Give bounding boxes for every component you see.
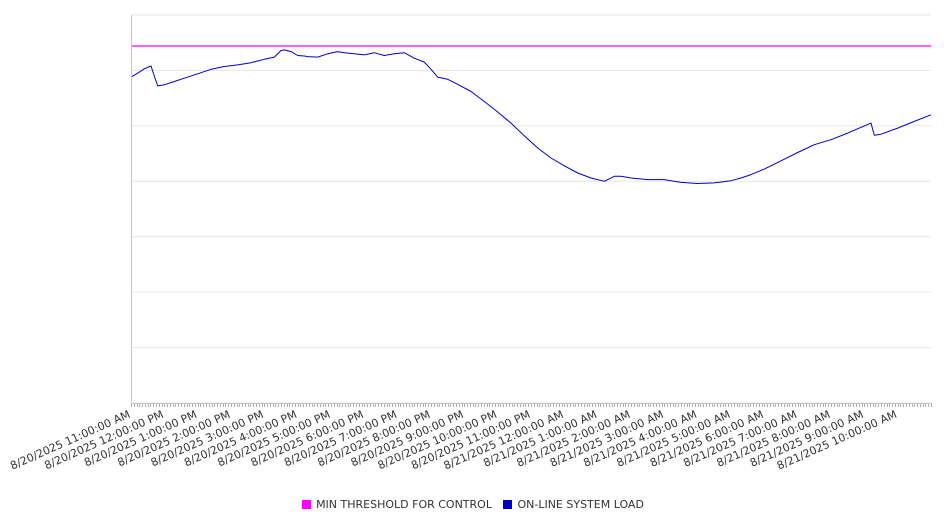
legend-label-system-load: ON-LINE SYSTEM LOAD [517, 498, 644, 511]
x-axis-tick-labels: 8/20/2025 11:00:00 AM8/20/2025 12:00:00 … [8, 408, 899, 473]
series-lines [130, 45, 932, 184]
axes [131, 15, 931, 404]
chart-legend: MIN THRESHOLD FOR CONTROL ON-LINE SYSTEM… [0, 498, 946, 511]
y-gridlines [131, 14, 931, 404]
legend-swatch-system-load [503, 500, 513, 509]
series-line-system-load [130, 49, 932, 184]
legend-label-threshold: MIN THRESHOLD FOR CONTROL [316, 498, 492, 511]
legend-swatch-threshold [302, 500, 312, 509]
legend-item-threshold[interactable]: MIN THRESHOLD FOR CONTROL [302, 498, 492, 511]
legend-item-system-load[interactable]: ON-LINE SYSTEM LOAD [503, 498, 644, 511]
